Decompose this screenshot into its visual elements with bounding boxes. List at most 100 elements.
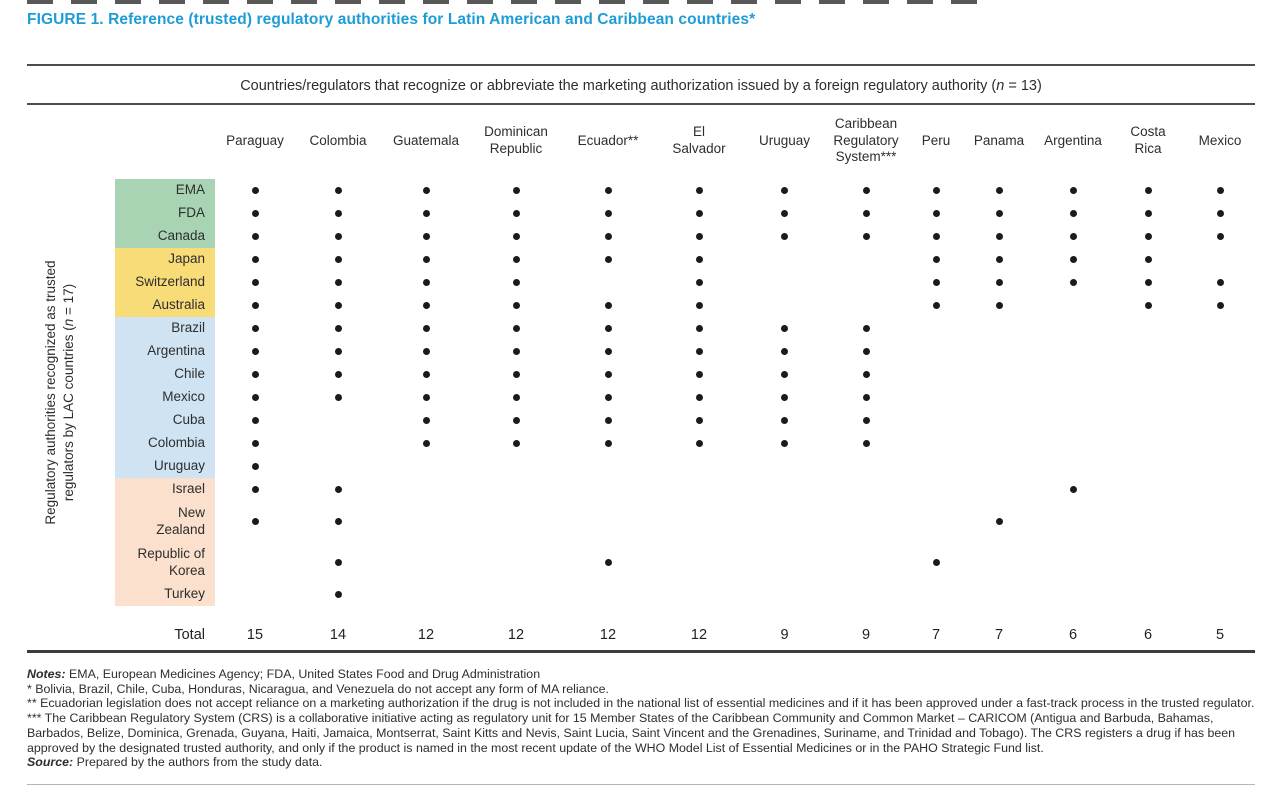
dot-marker — [1216, 233, 1224, 240]
matrix-cell — [1114, 248, 1182, 271]
matrix-cell — [381, 225, 471, 248]
dot-marker — [604, 187, 612, 194]
matrix-cell — [966, 317, 1032, 340]
matrix-cell — [826, 294, 906, 317]
dot-marker — [1144, 187, 1152, 194]
total-value: 5 — [1215, 627, 1225, 643]
dot-marker — [995, 518, 1003, 525]
dot-marker — [862, 325, 870, 332]
matrix-cell — [381, 501, 471, 542]
row-axis-label: Regulatory authorities recognized as tru… — [42, 179, 92, 606]
dot-marker — [995, 302, 1003, 309]
header-divider-rule — [27, 103, 1255, 105]
matrix-cell — [655, 179, 743, 202]
column-header: Uruguay — [758, 132, 811, 148]
dot-marker — [512, 187, 520, 194]
matrix-cell — [1182, 542, 1258, 583]
dot-marker — [862, 233, 870, 240]
matrix-cell — [966, 202, 1032, 225]
dot-marker — [695, 302, 703, 309]
matrix-cell — [1114, 432, 1182, 455]
matrix-cell — [1032, 202, 1114, 225]
dot-marker — [695, 371, 703, 378]
total-value: 12 — [417, 627, 435, 643]
row-label: Australia — [115, 294, 215, 317]
table-row: FDA — [115, 202, 1258, 225]
matrix-cell — [381, 363, 471, 386]
table-row: Colombia — [115, 432, 1258, 455]
dot-marker — [995, 279, 1003, 286]
dot-marker — [251, 348, 259, 355]
matrix-cell — [471, 271, 561, 294]
matrix-cell — [295, 501, 381, 542]
matrix-cell — [1032, 225, 1114, 248]
matrix-cell — [655, 294, 743, 317]
matrix-cell — [381, 583, 471, 606]
matrix-cell — [295, 542, 381, 583]
dot-marker — [1144, 279, 1152, 286]
matrix-cell — [743, 363, 826, 386]
notes-block: Notes: EMA, European Medicines Agency; F… — [27, 667, 1257, 770]
matrix-cell — [215, 340, 295, 363]
matrix-cell — [215, 501, 295, 542]
dot-marker — [932, 233, 940, 240]
matrix-cell — [743, 409, 826, 432]
total-value: 14 — [329, 627, 347, 643]
matrix-cell — [906, 542, 966, 583]
matrix-cell — [906, 432, 966, 455]
table-row: Chile — [115, 363, 1258, 386]
dot-marker — [422, 417, 430, 424]
dot-marker — [862, 417, 870, 424]
total-value: 12 — [690, 627, 708, 643]
matrix-cell — [1182, 455, 1258, 478]
matrix-cell — [295, 179, 381, 202]
row-label: Argentina — [115, 340, 215, 363]
dot-marker — [604, 325, 612, 332]
row-label: Israel — [115, 478, 215, 501]
matrix-cell — [1032, 363, 1114, 386]
matrix-cell — [295, 340, 381, 363]
matrix-cell — [743, 386, 826, 409]
note-lead: Source: — [27, 755, 74, 770]
table-row: EMA — [115, 179, 1258, 202]
matrix-cell — [381, 179, 471, 202]
dot-marker — [862, 440, 870, 447]
dot-marker — [862, 371, 870, 378]
matrix-cell — [1032, 501, 1114, 542]
matrix-cell — [381, 478, 471, 501]
dot-marker — [695, 210, 703, 217]
matrix-cell — [743, 542, 826, 583]
column-header: Caribbean Regulatory System*** — [833, 115, 899, 165]
matrix-cell — [966, 179, 1032, 202]
matrix-cell — [826, 202, 906, 225]
axis-label-line1: Regulatory authorities recognized as tru… — [43, 260, 58, 525]
matrix-cell — [471, 294, 561, 317]
matrix-cell — [295, 455, 381, 478]
matrix-cell — [743, 455, 826, 478]
dot-marker — [512, 394, 520, 401]
table-row: Uruguay — [115, 455, 1258, 478]
table-row: Israel — [115, 478, 1258, 501]
matrix-cell — [215, 386, 295, 409]
column-header: Costa Rica — [1130, 124, 1166, 156]
dot-marker — [422, 440, 430, 447]
matrix-cell — [295, 583, 381, 606]
matrix-cell — [906, 317, 966, 340]
matrix-cell — [1114, 583, 1182, 606]
note-line: ** Ecuadorian legislation does not accep… — [27, 696, 1257, 711]
span-header-text: Countries/regulators that recognize or a… — [240, 78, 997, 94]
dot-marker — [1216, 187, 1224, 194]
table-top-rule — [27, 64, 1255, 66]
matrix-cell — [471, 386, 561, 409]
dot-marker — [512, 210, 520, 217]
matrix-cell — [471, 409, 561, 432]
table-row: Argentina — [115, 340, 1258, 363]
column-header: Dominican Republic — [484, 124, 548, 156]
matrix-cell — [1182, 317, 1258, 340]
dot-marker — [695, 233, 703, 240]
matrix-cell — [826, 271, 906, 294]
dot-marker — [862, 210, 870, 217]
matrix-cell — [215, 202, 295, 225]
dot-marker — [1069, 279, 1077, 286]
